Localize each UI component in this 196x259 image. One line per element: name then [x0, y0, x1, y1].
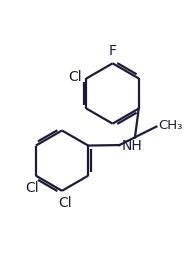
Text: Cl: Cl	[25, 181, 39, 195]
Text: Cl: Cl	[59, 196, 72, 210]
Text: Cl: Cl	[69, 70, 82, 84]
Text: F: F	[109, 45, 117, 59]
Text: NH: NH	[122, 139, 142, 153]
Text: CH₃: CH₃	[159, 119, 183, 132]
